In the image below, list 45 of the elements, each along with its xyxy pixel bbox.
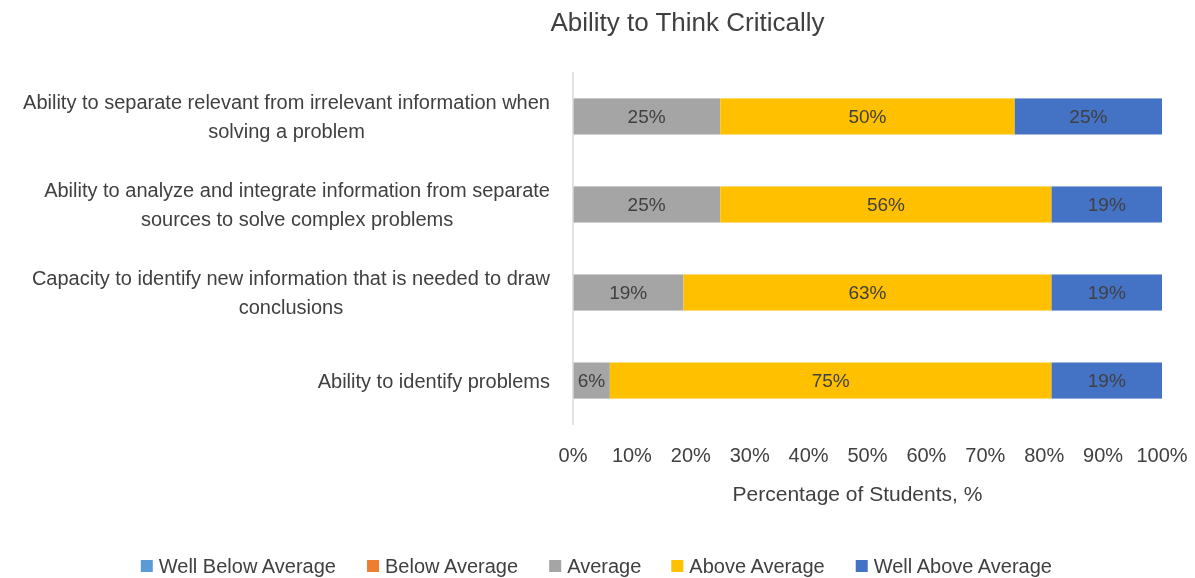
data-label: 6% <box>577 370 606 392</box>
legend-label: Well Above Average <box>873 555 1053 577</box>
x-tick-label: 80% <box>1024 444 1065 466</box>
x-axis-title: Percentage of Students, % <box>732 482 983 506</box>
bar <box>720 186 1052 223</box>
legend-label: Well Below Average <box>158 555 336 577</box>
x-tick-label: 10% <box>611 444 653 466</box>
x-tick-label: 20% <box>670 444 712 466</box>
y-tick-label: Ability to separate relevant from irrelevant information when solving a problem <box>23 90 550 142</box>
data-label: 50% <box>848 106 887 128</box>
bar <box>609 362 1052 399</box>
x-tick-label: 30% <box>729 444 770 466</box>
x-tick-label: 40% <box>788 444 829 466</box>
bar <box>720 98 1015 135</box>
data-label: 25% <box>1069 106 1108 128</box>
bar <box>1051 274 1162 311</box>
bar <box>573 186 721 223</box>
data-label: 19% <box>1087 282 1126 304</box>
x-tick-label: 70% <box>965 444 1006 466</box>
data-label: 25% <box>627 106 666 128</box>
bar <box>573 98 721 135</box>
data-label: 25% <box>627 194 666 216</box>
x-tick-label: 90% <box>1083 444 1124 466</box>
data-label: 75% <box>811 370 850 392</box>
y-tick-label: Ability to analyze and integrate information from separate sources to solve complex problems <box>44 178 551 230</box>
x-tick-label: 0% <box>558 444 588 466</box>
x-tick-label: 100% <box>1136 444 1188 466</box>
legend-label: Above Average <box>689 555 825 577</box>
bar <box>683 274 1052 311</box>
chart-title: Ability to Think Critically <box>550 7 825 38</box>
data-label: 19% <box>1087 370 1126 392</box>
data-label: 19% <box>609 282 648 304</box>
x-tick-label: 60% <box>906 444 947 466</box>
data-label: 19% <box>1087 194 1126 216</box>
bar <box>1051 186 1162 223</box>
bar <box>573 274 684 311</box>
data-label: 56% <box>866 194 906 216</box>
data-label: 63% <box>848 282 887 304</box>
y-tick-label: Capacity to identify new information that is needed to draw conclusions <box>31 267 551 319</box>
bar <box>1014 98 1162 135</box>
legend-label: Average <box>567 555 642 577</box>
y-tick-label: Ability to identify problems <box>317 369 550 392</box>
bar <box>1051 362 1162 399</box>
x-tick-label: 50% <box>847 444 888 466</box>
legend-label: Below Average <box>385 555 519 577</box>
